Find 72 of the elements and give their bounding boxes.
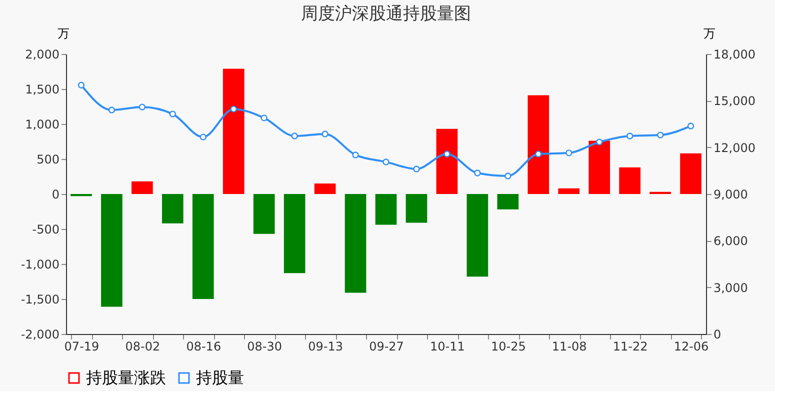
y2-tick-label: 3,000 [714, 280, 748, 295]
y2-tick-label: 15,000 [714, 94, 756, 108]
bar [619, 167, 640, 194]
point [444, 150, 450, 158]
bar [132, 181, 153, 194]
y-tick-label: -500 [32, 222, 60, 236]
point [474, 170, 481, 176]
x-tick-label: 08-30 [247, 340, 282, 354]
bar [497, 194, 519, 210]
point [322, 130, 328, 138]
point [504, 172, 512, 180]
y2-tick-label: 12,000 [714, 140, 756, 155]
x-tick-label: 10-25 [490, 340, 526, 354]
x-tick-label: 07-19 [64, 340, 100, 354]
point [200, 134, 206, 140]
y-tick-label: 0 [52, 188, 60, 202]
bar [375, 194, 397, 225]
point [382, 158, 390, 166]
y2-tick-label: 9,000 [714, 188, 748, 202]
point [352, 152, 359, 158]
x-tick-label: 09-27 [369, 340, 404, 354]
point [566, 150, 572, 156]
y2-tick-label: 18,000 [714, 48, 756, 62]
x-tick-label: 11-22 [612, 340, 648, 354]
bar [680, 153, 702, 194]
x-tick-label: 11-08 [552, 340, 587, 354]
y2-tick-label: 0 [714, 328, 722, 342]
bar [222, 68, 244, 194]
x-tick-label: 09-13 [308, 340, 343, 354]
y2-tick-label: 6,000 [714, 234, 748, 248]
x-tick-label: 10-11 [430, 340, 465, 354]
bar [588, 140, 610, 194]
y-tick-label: 1,000 [25, 118, 60, 132]
point [596, 138, 603, 146]
bar [101, 194, 122, 307]
legend-label: 持股量 [196, 368, 244, 387]
point [260, 114, 268, 122]
bar [406, 194, 428, 223]
x-tick-label: 08-02 [125, 340, 160, 354]
bar [436, 128, 458, 194]
point [138, 104, 146, 110]
x-tick-label: 08-16 [186, 340, 222, 354]
y2-axis-title: 万 [704, 26, 716, 40]
y-tick-label: 2,000 [25, 48, 60, 62]
point [169, 110, 176, 118]
point [687, 122, 694, 130]
bar [344, 194, 366, 293]
y-tick-label: -1,000 [20, 258, 60, 272]
point [535, 150, 542, 158]
bar [253, 194, 275, 234]
x-tick-label: 12-06 [674, 340, 709, 354]
bar [162, 194, 184, 224]
point [626, 132, 634, 140]
legend-label: 持股量涨跌 [86, 368, 166, 387]
bar [314, 184, 336, 194]
bar [192, 194, 214, 299]
bar [284, 194, 306, 274]
bar [558, 188, 580, 194]
point [230, 106, 237, 112]
point [78, 82, 85, 88]
point [413, 166, 420, 172]
bar [466, 194, 488, 277]
y-tick-label: -2,000 [20, 328, 60, 342]
point [108, 106, 116, 114]
y-axis-title: 万 [58, 26, 70, 40]
y-tick-label: 500 [36, 152, 60, 166]
y-tick-label: 1,500 [25, 82, 60, 96]
bar [528, 95, 550, 194]
chart-title: 周度沪深股通持股量图 [301, 4, 471, 24]
point [291, 132, 298, 140]
y-tick-label: -1,500 [20, 292, 60, 306]
point [656, 132, 664, 138]
